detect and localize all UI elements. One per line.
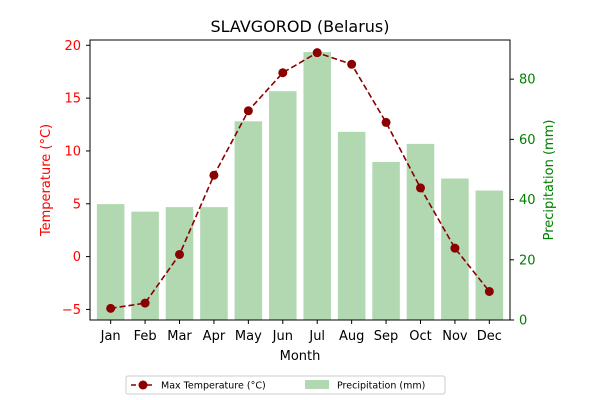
legend-frame	[125, 375, 446, 395]
temperature-point-may	[243, 106, 253, 116]
chart-title: SLAVGOROD (Belarus)	[210, 17, 389, 36]
y-axis-left-label: Temperature (°C)	[39, 124, 54, 237]
x-tick-label: Apr	[203, 329, 226, 344]
legend-line-marker	[138, 380, 148, 390]
precipitation-bar-dec	[475, 190, 504, 320]
x-tick-label: Aug	[339, 329, 364, 344]
x-tick-label: Nov	[442, 329, 468, 344]
plot-frame	[89, 39, 511, 321]
precipitation-bar-jul	[303, 52, 331, 321]
temperature-point-jun	[278, 68, 288, 78]
legend-bar-swatch	[305, 380, 329, 389]
y-left-tick-label: −5	[62, 303, 81, 318]
y-left-tick-label: 15	[64, 92, 81, 107]
precipitation-bar-apr	[200, 207, 228, 320]
y-right-tick-label: 0	[519, 314, 527, 329]
x-axis: Jan Feb Mar Apr May Jun Jul Aug Sep Oct Nov Dec	[100, 320, 502, 344]
line-layer	[106, 48, 494, 313]
y-right-tick-label: 60	[519, 133, 536, 148]
y-left-tick-label: 20	[64, 39, 81, 54]
precipitation-bar-jan	[96, 204, 125, 320]
temperature-point-oct	[415, 183, 425, 193]
temperature-point-nov	[450, 243, 460, 253]
y-right-tick-label: 40	[519, 193, 536, 208]
x-tick-label: Sep	[374, 329, 399, 344]
x-tick-label: Mar	[167, 329, 192, 344]
y-left-tick-label: 5	[73, 197, 81, 212]
temperature-point-apr	[209, 170, 219, 180]
temperature-point-aug	[347, 59, 357, 69]
temperature-point-dec	[484, 286, 494, 296]
y-left-tick-label: 0	[73, 250, 81, 265]
precipitation-bar-sep	[372, 161, 400, 320]
x-tick-label: Dec	[477, 329, 502, 344]
precipitation-bar-aug	[337, 131, 366, 320]
x-tick-label: Feb	[134, 329, 157, 344]
precipitation-bar-jun	[269, 91, 297, 320]
temperature-point-feb	[140, 298, 150, 308]
y-axis-right-label: Precipitation (mm)	[542, 120, 557, 241]
temperature-point-mar	[175, 249, 185, 259]
x-tick-label: Jul	[308, 329, 325, 344]
temperature-point-jul	[312, 48, 322, 58]
x-tick-label: May	[235, 329, 262, 344]
bars-layer	[96, 52, 504, 321]
x-tick-label: Jun	[272, 329, 293, 344]
precipitation-bar-mar	[165, 207, 194, 320]
y-left-tick-label: 10	[64, 144, 81, 159]
precipitation-bar-may	[234, 121, 263, 321]
y-right-tick-label: 20	[519, 253, 536, 268]
legend: Max Temperature (°C) Precipitation (mm)	[125, 375, 446, 395]
legend-label-precipitation: Precipitation (mm)	[337, 381, 425, 392]
y-right-tick-label: 80	[519, 73, 536, 88]
temperature-line	[110, 51, 490, 310]
y-axis-left: −5 0 5 10 15 20	[62, 39, 90, 318]
x-tick-label: Jan	[100, 329, 121, 344]
temperature-point-sep	[381, 117, 391, 127]
temperature-point-jan	[106, 303, 116, 313]
y-axis-right: 0 20 40 60 80	[510, 73, 536, 329]
x-tick-label: Oct	[409, 329, 431, 344]
precipitation-bar-oct	[406, 143, 435, 320]
x-axis-label: Month	[280, 349, 321, 364]
legend-label-temperature: Max Temperature (°C)	[161, 381, 266, 392]
